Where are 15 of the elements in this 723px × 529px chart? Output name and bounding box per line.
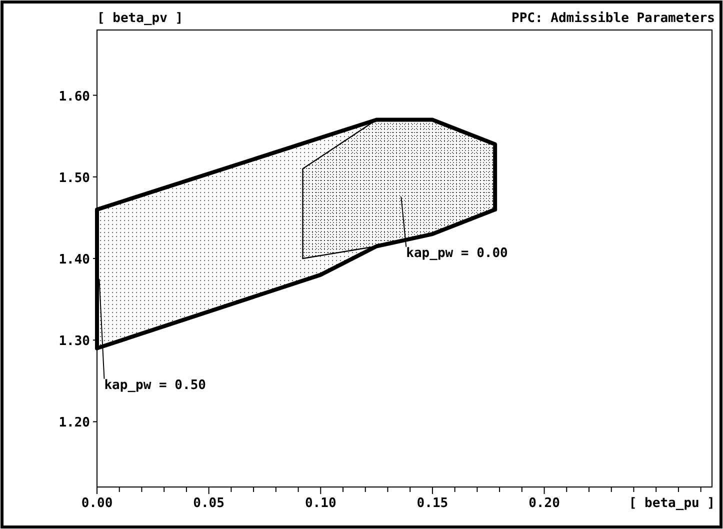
x-tick-label: 0.15 — [416, 496, 448, 511]
y-tick-label: 1.30 — [58, 334, 90, 350]
chart-title: PPC: Admissible Parameters — [512, 11, 715, 26]
x-tick-label: 0.10 — [304, 496, 336, 511]
x-tick-label: 0.00 — [81, 496, 113, 511]
annotation: kap_pw = 0.50 — [104, 378, 206, 393]
annotation: kap_pw = 0.00 — [406, 246, 508, 261]
x-tick-label: 0.05 — [193, 496, 224, 511]
x-tick-label: 0.20 — [528, 496, 560, 511]
x-axis-title: [ beta_pu ] — [628, 496, 715, 511]
y-axis-title: [ beta_pv ] — [97, 11, 184, 26]
y-tick-label: 1.50 — [58, 170, 90, 186]
y-tick-label: 1.20 — [58, 416, 90, 431]
y-tick-label: 1.60 — [58, 89, 90, 104]
y-tick-label: 1.40 — [58, 252, 90, 268]
